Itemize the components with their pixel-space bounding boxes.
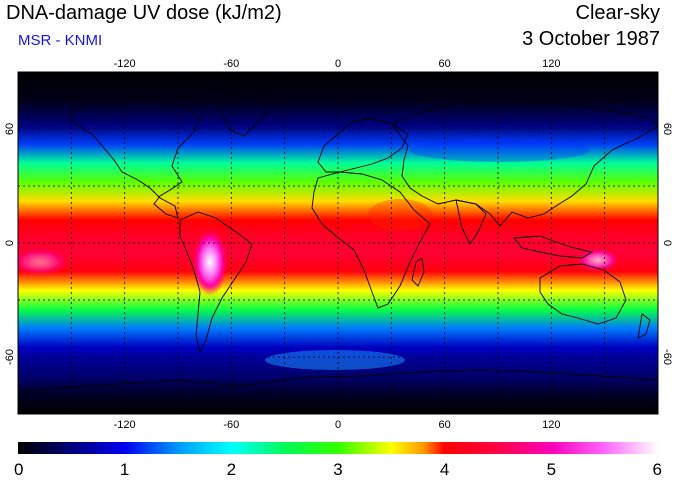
tick-labels: -120 -120 -60 -60 0 0 60 60 120 120 60 60 0 0 -60 -60 (4, 58, 673, 431)
colorbar (18, 442, 658, 454)
north-america-coast (69, 97, 201, 219)
new-zealand-coast (637, 313, 651, 339)
africa-coast (311, 171, 431, 309)
lon-tick-label-top: 60 (439, 58, 451, 70)
colorbar-tick-label: 6 (653, 460, 662, 479)
lon-tick-label-top: 0 (335, 58, 341, 70)
indonesia-coast (513, 235, 594, 259)
lon-tick-label-bottom: -120 (114, 419, 136, 431)
lon-tick-label-bottom: 0 (335, 419, 341, 431)
lat-tick-label-left: 60 (4, 123, 16, 135)
lon-tick-label-top: 120 (542, 58, 560, 70)
lon-tick-label-top: -60 (223, 58, 239, 70)
lon-tick-label-top: -120 (114, 58, 136, 70)
lat-tick-label-left: -60 (4, 349, 16, 365)
colorbar-tick-label: 2 (227, 460, 236, 479)
lat-tick-label-right: 60 (661, 123, 673, 135)
andes-hotspot (192, 228, 228, 296)
arabia-warm-patch (368, 199, 432, 231)
lat-tick-label-right: -60 (661, 349, 673, 365)
sky-condition-label: Clear-sky (575, 2, 660, 24)
antarctica-coast (18, 369, 658, 393)
lon-tick-label-bottom: 120 (542, 419, 560, 431)
colorbar-tick-label: 5 (547, 460, 556, 479)
colorbar-labels: 0 1 2 3 4 5 6 (14, 460, 662, 479)
lon-tick-label-bottom: 60 (439, 419, 451, 431)
colorbar-tick-label: 1 (120, 460, 129, 479)
coastlines (18, 89, 658, 393)
lat-tick-label-right: 0 (661, 240, 673, 246)
europe-coast (317, 117, 409, 173)
south-america-coast (179, 211, 253, 354)
date-label: 3 October 1987 (522, 28, 660, 50)
colorbar-tick-label: 3 (333, 460, 342, 479)
greenland-coast (217, 89, 271, 137)
lat-tick-label-left: 0 (4, 240, 16, 246)
pacific-hotspot (576, 248, 620, 272)
india-coast (455, 199, 487, 245)
map-subtitle: MSR - KNMI (18, 32, 103, 49)
asia-coast (391, 99, 658, 227)
east-pacific-hotspot (18, 248, 70, 276)
madagascar-coast (411, 257, 425, 287)
southern-blue-patch (265, 350, 405, 370)
colorbar-tick-label: 0 (14, 460, 23, 479)
colorbar-tick-label: 4 (440, 460, 449, 479)
australia-coast (539, 263, 627, 325)
asia-blue-patch (410, 138, 590, 162)
map-area (18, 72, 658, 414)
graticule (18, 72, 658, 414)
map-title: DNA-damage UV dose (kJ/m2) (6, 2, 282, 24)
lon-tick-label-bottom: -60 (223, 419, 239, 431)
frame-ticks (70, 72, 606, 414)
